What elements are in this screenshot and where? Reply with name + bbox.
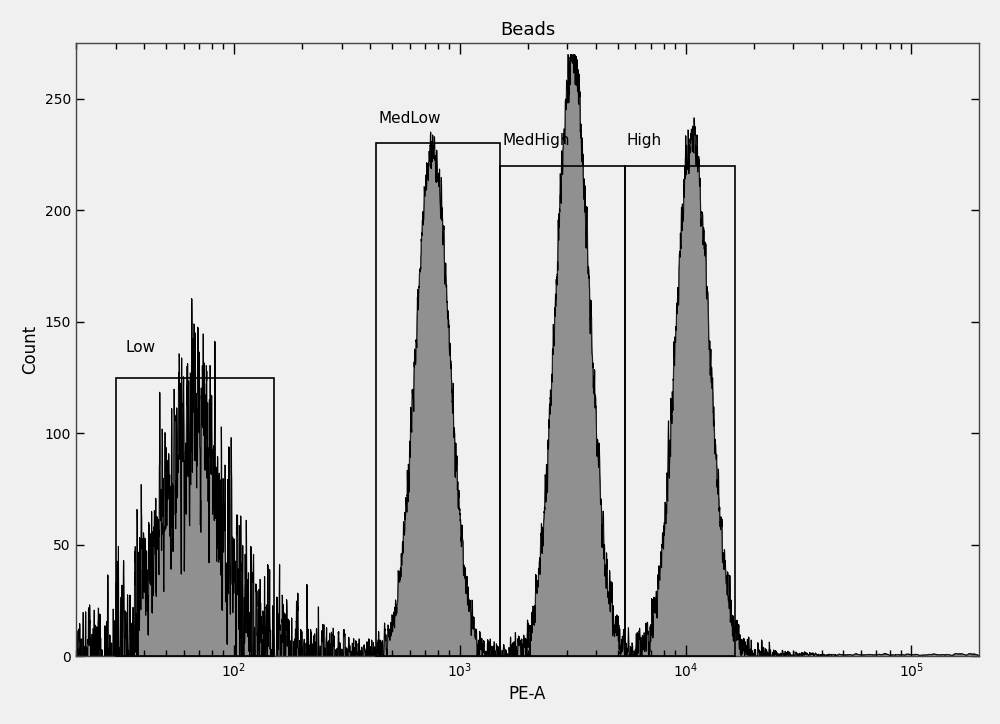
Title: Beads: Beads — [500, 21, 555, 39]
Text: MedLow: MedLow — [378, 111, 441, 126]
Text: Low: Low — [125, 340, 155, 355]
Y-axis label: Count: Count — [21, 325, 39, 374]
Bar — [625, 166, 735, 656]
Text: High: High — [627, 133, 662, 148]
Bar — [500, 166, 625, 656]
Bar — [376, 143, 500, 656]
Bar — [116, 377, 274, 656]
X-axis label: PE-A: PE-A — [509, 685, 546, 703]
Text: MedHigh: MedHigh — [503, 133, 570, 148]
